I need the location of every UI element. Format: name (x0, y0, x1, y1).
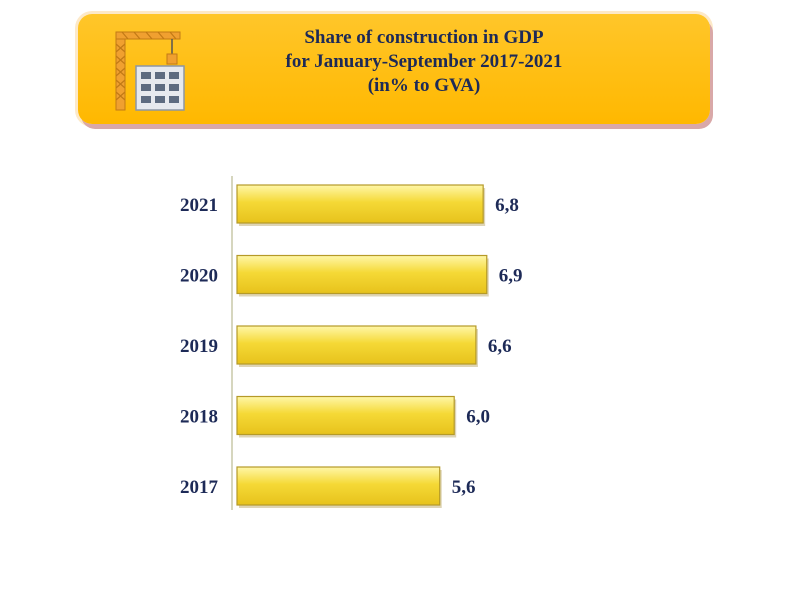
category-label-2018: 2018 (180, 407, 218, 428)
bar-2019 (236, 325, 477, 365)
category-label-2020: 2020 (180, 266, 218, 287)
construction-crane-icon (115, 31, 185, 111)
bar-2021 (236, 184, 484, 224)
value-label-2018: 6,0 (466, 407, 490, 428)
value-label-2019: 6,6 (488, 336, 512, 357)
title-line-1: Share of construction in GDP (304, 27, 544, 48)
value-label-2020: 6,9 (499, 266, 523, 287)
bar-2018 (236, 395, 455, 436)
category-label-2021: 2021 (180, 195, 218, 216)
bar-2017 (236, 466, 441, 506)
chart-title: Share of construction in GDP for January… (198, 26, 650, 98)
title-line-2: for January-September 2017-2021 (285, 51, 563, 72)
bar-2020 (236, 254, 488, 295)
header-banner: Share of construction in GDP for January… (78, 14, 710, 124)
title-line-3: (in% to GVA) (367, 75, 481, 96)
category-label-2019: 2019 (180, 336, 218, 357)
value-label-2021: 6,8 (495, 195, 519, 216)
category-label-2017: 2017 (180, 477, 219, 498)
value-label-2017: 5,6 (452, 477, 476, 498)
